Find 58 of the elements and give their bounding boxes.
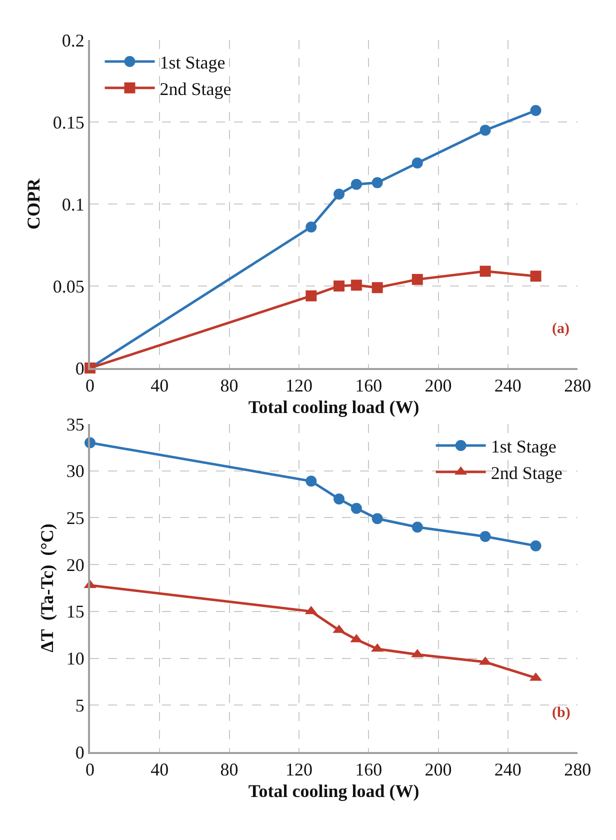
- point: [334, 188, 345, 200]
- point: [412, 158, 423, 168]
- point: [530, 105, 542, 116]
- point: [334, 493, 345, 504]
- y-tick-label: 0.2: [62, 30, 84, 50]
- y-tick-label: 10: [66, 648, 84, 669]
- x-tick-label: 120: [285, 760, 312, 780]
- x-tick-label: 120: [285, 376, 312, 396]
- point: [306, 290, 317, 302]
- point: [372, 513, 383, 524]
- y-axis-title: COPR: [24, 178, 44, 230]
- x-tick-label: 160: [355, 760, 382, 780]
- x-tick-label: 40: [150, 376, 169, 396]
- legend-label: 1st Stage: [490, 436, 556, 456]
- y-tick-label: 35: [66, 414, 84, 434]
- x-tick-label: 280: [564, 376, 592, 396]
- x-axis-title: Total cooling load (W): [248, 781, 420, 802]
- point: [350, 178, 362, 190]
- annotation: (a): [552, 321, 570, 337]
- point: [350, 280, 362, 291]
- y-tick-label: 0.1: [62, 194, 84, 214]
- x-tick-label: 80: [220, 376, 238, 396]
- y-tick-label: 5: [75, 695, 84, 716]
- point: [334, 280, 345, 292]
- x-tick-label: 40: [150, 760, 169, 780]
- point: [530, 540, 542, 552]
- point: [480, 266, 491, 277]
- x-tick-label: 240: [494, 760, 522, 780]
- legend-label: 2nd Stage: [160, 78, 232, 99]
- x-tick-label: 160: [355, 376, 382, 396]
- point: [350, 502, 362, 514]
- x-tick-label: 240: [494, 376, 522, 396]
- legend-label: 1st Stage: [160, 52, 226, 72]
- y-tick-label: 30: [66, 461, 84, 482]
- point: [306, 476, 317, 487]
- point: [480, 530, 491, 542]
- x-tick-label: 80: [220, 760, 238, 780]
- point: [372, 282, 383, 294]
- y-tick-label: 0: [75, 742, 84, 762]
- point: [412, 274, 423, 285]
- y-tick-label: 0: [75, 358, 84, 378]
- y-tick-label: 20: [66, 554, 84, 575]
- x-tick-label: 280: [564, 760, 592, 780]
- point: [412, 522, 423, 533]
- y-tick-label: 25: [66, 508, 84, 528]
- legend-label: 2nd Stage: [490, 462, 562, 483]
- point: [480, 124, 491, 136]
- point: [372, 177, 383, 188]
- x-tick-label: 200: [424, 376, 452, 396]
- annotation: (b): [552, 705, 570, 721]
- x-tick-label: 200: [424, 760, 452, 780]
- y-tick-label: 0.15: [52, 112, 84, 132]
- point: [530, 270, 542, 282]
- y-tick-label: 15: [66, 602, 84, 622]
- point: [306, 221, 317, 232]
- x-axis-title: Total cooling load (W): [248, 397, 420, 418]
- y-axis-title: ΔT (Ta-Tc) (°C): [37, 524, 58, 652]
- y-tick-label: 0.05: [52, 276, 84, 296]
